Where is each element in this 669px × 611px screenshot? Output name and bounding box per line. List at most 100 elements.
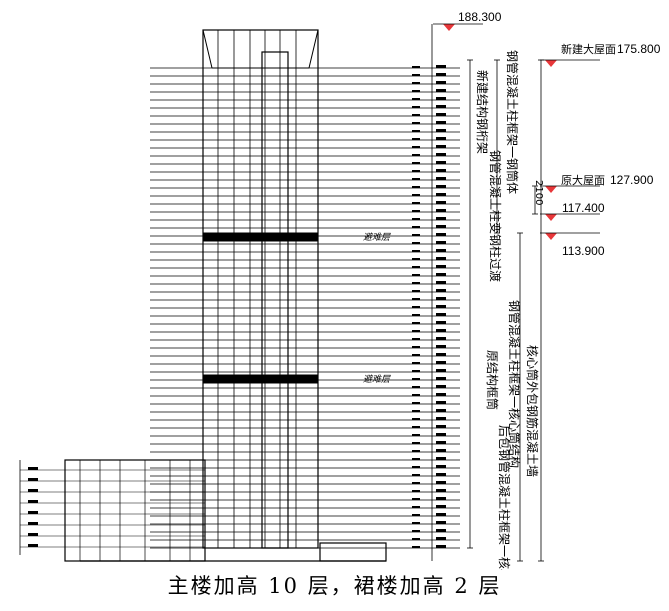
floor-tick-label-mark	[436, 401, 446, 404]
floor-tick-mark	[412, 274, 420, 276]
elevation-marker-new-roof	[545, 60, 557, 67]
annotation-orig-b: 钢管混凝土柱框架一核心筒结构	[507, 300, 522, 468]
floor-tick-mark	[412, 474, 420, 476]
floor-tick-mark	[412, 226, 420, 228]
floor-tick-mark	[412, 234, 420, 236]
podium-outline	[64, 459, 206, 562]
floor-tick-mark	[412, 298, 420, 300]
floor-lines	[150, 67, 460, 549]
floor-tick-label-mark	[436, 97, 446, 100]
floor-tick-mark	[412, 170, 420, 172]
refuge-floor-label-1: 避难层	[363, 232, 391, 243]
main-tower	[80, 29, 387, 562]
figure-caption: 主楼加高 10 层，裙楼加高 2 层	[167, 574, 502, 598]
floor-tick-label-mark	[436, 185, 446, 188]
floor-tick-mark	[412, 426, 420, 428]
podium-building	[19, 459, 206, 562]
floor-tick-label-mark	[436, 105, 446, 108]
elevation-marker-top	[443, 24, 455, 31]
base-block	[319, 542, 387, 562]
elevation-marker-orig-roof	[545, 186, 557, 193]
floor-tick-mark	[412, 202, 420, 204]
floor-tick-mark	[412, 306, 420, 308]
floor-tick-mark	[412, 210, 420, 212]
floor-tick-label-mark	[436, 273, 446, 276]
floor-tick-mark	[412, 122, 420, 124]
floor-tick-label-mark	[436, 281, 446, 284]
floor-tick-mark	[412, 362, 420, 364]
floor-tick-mark	[412, 242, 420, 244]
elevation-marker-117	[545, 214, 557, 221]
floor-tick-label-mark	[436, 225, 446, 228]
floor-tick-mark	[412, 346, 420, 348]
floor-tick-label-mark	[436, 153, 446, 156]
podium-tick-mark	[28, 500, 38, 503]
floor-tick-label-mark	[436, 449, 446, 452]
floor-tick-mark	[412, 266, 420, 268]
podium-tick-mark	[28, 544, 38, 547]
floor-tick-mark	[412, 482, 420, 484]
refuge-floor-label-2: 避难层	[363, 374, 391, 385]
floor-tick-mark	[412, 250, 420, 252]
floor-tick-label-mark	[436, 193, 446, 196]
elevation-117: 117.400	[562, 201, 605, 215]
floor-tick-label-mark	[436, 441, 446, 444]
floor-tick-mark	[412, 354, 420, 356]
floor-tick-label-mark	[436, 513, 446, 516]
floor-tick-mark	[412, 450, 420, 452]
floor-tick-label-mark	[436, 305, 446, 308]
floor-tick-label-mark	[436, 209, 446, 212]
floor-tick-label-mark	[436, 161, 446, 164]
floor-tick-label-mark	[436, 465, 446, 468]
elevation-orig-roof: 127.900	[610, 173, 654, 187]
floor-tick-mark	[412, 490, 420, 492]
floor-tick-mark	[412, 370, 420, 372]
floor-tick-mark	[412, 466, 420, 468]
floor-tick-mark	[412, 114, 420, 116]
floor-tick-label-mark	[436, 361, 446, 364]
floor-tick-label-mark	[436, 473, 446, 476]
podium-tick-mark	[28, 522, 38, 525]
elevation-113: 113.900	[562, 244, 605, 258]
core-tube	[261, 51, 289, 549]
floor-tick-label-mark	[436, 337, 446, 340]
floor-tick-mark	[412, 402, 420, 404]
floor-tick-label-mark	[436, 89, 446, 92]
annotation-orig-c: 核心筒外包钢筋混凝土墙	[525, 345, 540, 477]
floor-tick-label-mark	[436, 169, 446, 172]
refuge-band	[202, 232, 319, 242]
elevation-top: 188.300	[458, 10, 502, 24]
floor-tick-label-mark	[436, 505, 446, 508]
floor-tick-label-mark	[436, 425, 446, 428]
podium-tick-mark	[28, 511, 38, 514]
floor-tick-label-mark	[436, 377, 446, 380]
podium-tick-mark	[28, 489, 38, 492]
annotation-transfer-a: 钢管混凝土柱变钢柱过渡	[488, 150, 503, 282]
floor-tick-mark	[412, 90, 420, 92]
floor-tick-label-mark	[436, 257, 446, 260]
floor-tick-label-mark	[436, 121, 446, 124]
elevation-new-roof: 175.800	[617, 42, 661, 56]
dimension-lines	[431, 24, 544, 562]
floor-tick-mark	[412, 514, 420, 516]
floor-tick-label-mark	[436, 177, 446, 180]
floor-tick-mark	[412, 322, 420, 324]
floor-tick-label-mark	[436, 145, 446, 148]
floor-tick-mark	[412, 154, 420, 156]
floor-tick-mark	[412, 498, 420, 500]
floor-tick-mark	[412, 314, 420, 316]
annotation-orig-d: 后包钢管混凝土柱框架一核心筒结构	[497, 425, 512, 570]
floor-tick-mark	[412, 178, 420, 180]
floor-tick-label-mark	[436, 329, 446, 332]
floor-tick-label-mark	[436, 409, 446, 412]
floor-tick-mark	[412, 82, 420, 84]
annotation-new-system-b: 钢管混凝土柱框架一钢筒体	[505, 50, 520, 194]
building-elevation-svg: 188.300 新建大屋面 175.800 原大屋面 127.900 117.4…	[19, 10, 661, 570]
floor-tick-mark	[412, 130, 420, 132]
floor-tick-label-mark	[436, 529, 446, 532]
floor-tick-mark	[412, 330, 420, 332]
floor-tick-label-mark	[436, 545, 446, 548]
floor-tick-label-mark	[436, 369, 446, 372]
floor-tick-label-mark	[436, 353, 446, 356]
floor-tick-mark	[412, 74, 420, 76]
